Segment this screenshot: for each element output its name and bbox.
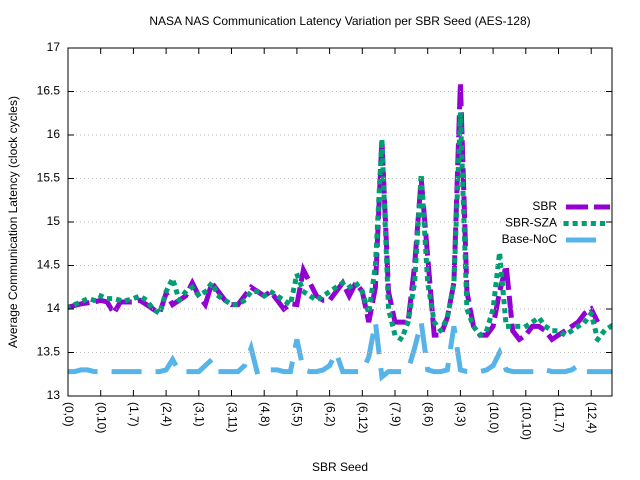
y-tick-label: 13 [47, 388, 61, 402]
x-tick-label: (6,2) [323, 402, 337, 427]
x-tick-label: (7,9) [389, 402, 403, 427]
x-tick-label: (12,4) [585, 402, 599, 433]
x-tick-label: (11,7) [552, 402, 566, 432]
x-tick-label: (0,0) [62, 402, 76, 427]
legend-label: Base-NoC [502, 232, 558, 246]
y-axis-label: Average Communication Latency (clock cyc… [6, 96, 20, 348]
y-tick-label: 14 [47, 301, 61, 315]
x-tick-label: (1,7) [127, 402, 141, 427]
x-tick-label: (3,1) [193, 402, 207, 427]
y-tick-label: 16 [47, 127, 61, 141]
y-tick-label: 15.5 [37, 171, 61, 185]
plot-area [68, 82, 612, 382]
x-tick-label: (9,3) [454, 402, 468, 427]
series-line [68, 113, 612, 346]
x-tick-label: (8,6) [422, 402, 436, 427]
plot-border [67, 47, 613, 397]
y-tick-label: 13.5 [37, 345, 61, 359]
legend-label: SBR [532, 199, 557, 213]
y-tick-label: 15 [47, 214, 61, 228]
legend-label: SBR-SZA [505, 216, 557, 230]
x-tick-label: (0,10) [95, 402, 109, 433]
y-tick-label: 16.5 [37, 84, 61, 98]
x-tick-label: (3,11) [225, 402, 239, 432]
y-tick-label: 14.5 [37, 258, 61, 272]
y-tick-label: 17 [47, 40, 61, 54]
x-tick-label: (5,5) [291, 402, 305, 427]
x-tick-label: (2,4) [160, 402, 174, 427]
chart-title: NASA NAS Communication Latency Variation… [149, 14, 530, 28]
x-tick-label: (10,0) [487, 402, 501, 433]
x-tick-label: (10,10) [520, 402, 534, 440]
x-tick-label: (4,8) [258, 402, 272, 427]
series-line [68, 321, 612, 382]
series-line [68, 82, 600, 343]
x-axis-label: SBR Seed [312, 460, 368, 474]
x-tick-label: (6,12) [356, 402, 370, 433]
